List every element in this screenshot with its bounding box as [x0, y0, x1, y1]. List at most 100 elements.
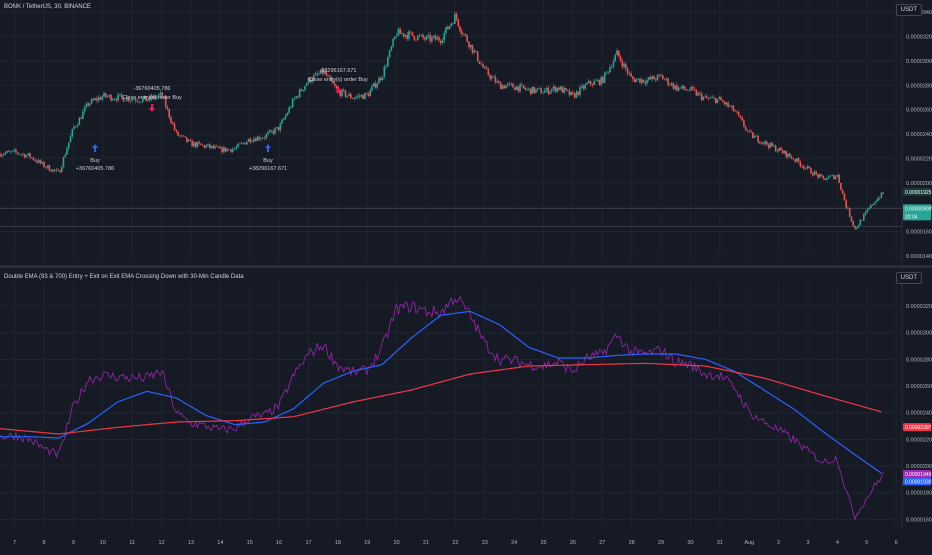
candle-body [757, 135, 759, 143]
candle-body [609, 67, 611, 73]
pane-divider[interactable] [0, 265, 932, 268]
candle-body [619, 56, 622, 61]
candle-body [679, 87, 682, 89]
entry-label: Buy [90, 158, 100, 164]
candle-body [489, 75, 491, 79]
candle-body [96, 98, 98, 101]
candle-body [420, 34, 423, 36]
x-tick-label: 17 [305, 540, 311, 546]
candle-body [424, 37, 426, 40]
candle-body [233, 148, 236, 150]
candle-body [11, 150, 14, 152]
candle-body [23, 154, 26, 158]
candle-body [663, 79, 666, 80]
candle-body [316, 73, 319, 75]
candle-body [115, 99, 118, 101]
candle-body [841, 189, 844, 194]
candle-body [332, 81, 334, 84]
candle-body [180, 135, 183, 137]
candle-body [62, 157, 65, 167]
price-tag: 0.00001925 [905, 190, 932, 196]
candle-body [164, 97, 167, 108]
price-chart[interactable]: 0.000034000.000032000.000030000.00002800… [0, 0, 932, 265]
candle-body [34, 159, 37, 161]
candle-body [120, 94, 123, 98]
candle-body [140, 101, 142, 103]
candle-body [418, 35, 421, 37]
candle-body [305, 83, 308, 87]
candle-body [46, 165, 49, 168]
candle-body [718, 97, 721, 100]
candle-body [32, 157, 35, 160]
candle-body [189, 139, 192, 141]
candle-body [621, 60, 624, 67]
candle-body [811, 173, 814, 176]
candle-body [535, 89, 537, 93]
candle-body [817, 174, 819, 178]
x-tick-label: 19 [364, 540, 370, 546]
candle-body [797, 158, 800, 163]
x-tick-label: 6 [895, 540, 898, 546]
buy-arrow-icon [265, 144, 271, 152]
candle-body [290, 107, 292, 108]
candle-body [702, 96, 705, 100]
candle-body [416, 35, 419, 40]
candle-body [425, 35, 428, 40]
candle-body [230, 149, 232, 152]
candle-body [457, 19, 460, 27]
candle-body [573, 93, 576, 98]
candle-body [834, 176, 837, 179]
candle-body [434, 35, 437, 40]
x-tick-label: 10 [100, 540, 106, 546]
candle-body [508, 83, 511, 85]
currency-button-bottom[interactable]: USDT [895, 272, 922, 284]
candle-body [827, 176, 830, 179]
candle-body [341, 89, 343, 96]
candle-body [124, 100, 126, 102]
candle-body [117, 94, 119, 101]
candle-body [714, 98, 717, 104]
candle-body [378, 77, 380, 84]
candle-body [796, 158, 798, 162]
candle-body [725, 102, 728, 105]
candle-body [187, 139, 190, 142]
candle-body [203, 145, 206, 148]
candle-body [880, 192, 883, 199]
price-pane[interactable]: 0.000034000.000032000.000030000.00002800… [0, 0, 932, 265]
candle-body [753, 135, 756, 138]
candle-body [339, 90, 342, 96]
ema-fast-tag: 0.00001930 [905, 479, 932, 485]
candle-body [533, 86, 535, 93]
currency-button-top[interactable]: USDT [895, 4, 922, 16]
candle-body [729, 106, 731, 107]
candle-body [808, 166, 810, 168]
candle-body [584, 84, 587, 89]
candle-body [857, 225, 860, 228]
candle-body [785, 150, 788, 158]
candle-body [803, 166, 805, 169]
candle-body [235, 147, 238, 149]
candle-body [799, 162, 802, 167]
candle-body [517, 86, 520, 92]
candle-body [605, 71, 608, 73]
candle-body [253, 138, 255, 142]
candle-body [494, 76, 497, 83]
candle-body [455, 14, 458, 20]
candle-body [781, 150, 784, 154]
candle-body [43, 162, 45, 168]
candle-body [92, 99, 95, 101]
candle-body [270, 130, 273, 132]
candle-body [871, 204, 874, 206]
candle-body [112, 99, 114, 101]
candle-body [654, 79, 657, 81]
candle-body [41, 162, 44, 164]
candle-body [838, 174, 840, 183]
candle-body [312, 75, 315, 81]
candle-body [547, 87, 550, 94]
candle-body [52, 169, 54, 172]
candle-body [683, 85, 685, 90]
